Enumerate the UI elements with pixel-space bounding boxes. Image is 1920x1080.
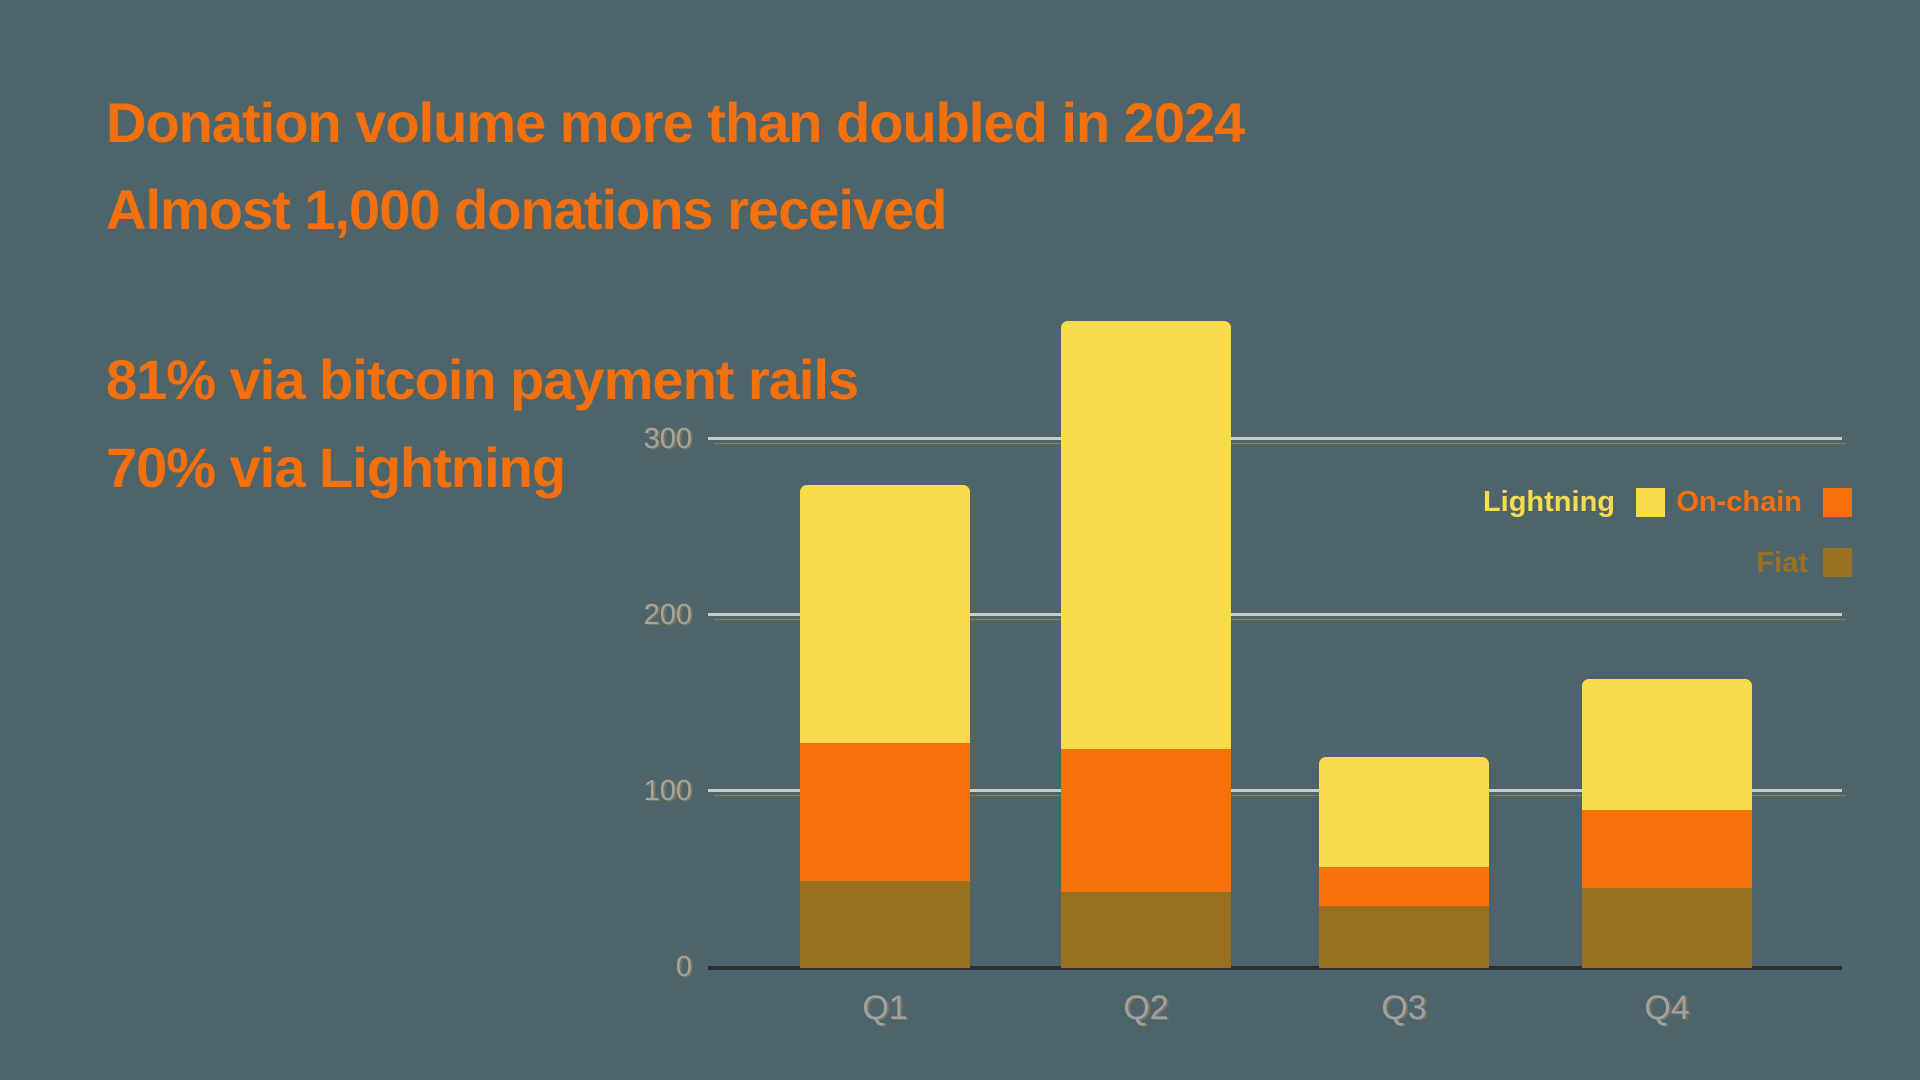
x-label-q3: Q3 bbox=[1381, 989, 1427, 1027]
y-tick-300: 300 bbox=[643, 423, 692, 455]
bar-segment-fiat-q4 bbox=[1582, 888, 1752, 968]
bar-segment-fiat-q3 bbox=[1319, 906, 1489, 968]
bar-segment-onchain-q2 bbox=[1061, 749, 1231, 892]
bar-segment-fiat-q2 bbox=[1061, 892, 1231, 968]
legend-swatch-on-chain bbox=[1823, 488, 1852, 517]
bar-segment-onchain-q1 bbox=[800, 743, 970, 881]
headline-line-1: Donation volume more than doubled in 202… bbox=[106, 91, 1245, 154]
bar-segment-lightning-q3 bbox=[1319, 757, 1489, 867]
bar-segment-fiat-q1 bbox=[800, 881, 970, 968]
bar-q2 bbox=[1061, 321, 1231, 968]
legend-swatch-lightning bbox=[1636, 488, 1665, 517]
gridline-200 bbox=[708, 613, 1842, 616]
bar-q1 bbox=[800, 485, 970, 968]
y-tick-100: 100 bbox=[643, 775, 692, 807]
headline-line-2: Almost 1,000 donations received bbox=[106, 178, 947, 241]
x-label-q2: Q2 bbox=[1123, 989, 1169, 1027]
x-label-q1: Q1 bbox=[862, 989, 908, 1027]
headline-line-4: 70% via Lightning bbox=[106, 436, 566, 499]
y-tick-200: 200 bbox=[643, 599, 692, 631]
bar-q3 bbox=[1319, 757, 1489, 968]
gridline-100 bbox=[708, 789, 1842, 792]
bar-segment-lightning-q4 bbox=[1582, 679, 1752, 810]
legend-label-fiat: Fiat bbox=[1756, 547, 1808, 579]
bar-q4 bbox=[1582, 679, 1752, 968]
bar-segment-lightning-q2 bbox=[1061, 321, 1231, 749]
gridline-300 bbox=[708, 437, 1842, 440]
bar-segment-onchain-q4 bbox=[1582, 810, 1752, 888]
y-tick-0: 0 bbox=[675, 951, 692, 983]
legend-swatch-fiat bbox=[1823, 548, 1852, 577]
x-axis-line bbox=[708, 966, 1842, 970]
legend-label-on-chain: On-chain bbox=[1676, 486, 1802, 518]
legend-label-lightning: Lightning bbox=[1482, 486, 1615, 518]
x-label-q4: Q4 bbox=[1644, 989, 1690, 1027]
headline-line-3: 81% via bitcoin payment rails bbox=[106, 348, 859, 411]
bar-segment-lightning-q1 bbox=[800, 485, 970, 743]
bar-segment-onchain-q3 bbox=[1319, 867, 1489, 906]
